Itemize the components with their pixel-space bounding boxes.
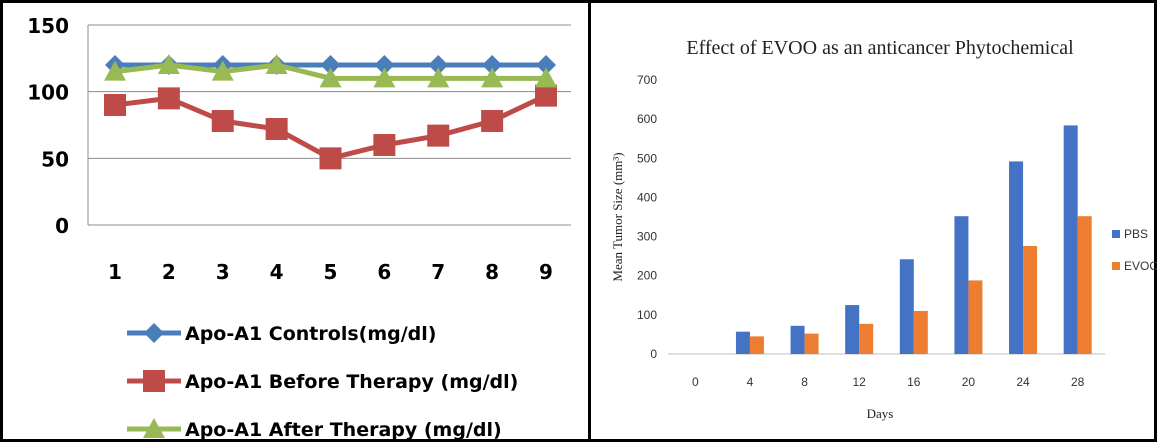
data-point	[211, 60, 234, 81]
data-point	[211, 110, 234, 132]
apo-a1-line-chart-panel: 0 50 100 150 1 2 3 4 5 6 7 8 9 Apo-A1 Controls(mg/dl)…	[0, 0, 588, 442]
legend-label: Apo-A1 After Therapy (mg/dl)	[185, 419, 502, 441]
data-point	[265, 118, 288, 140]
bar	[790, 325, 805, 354]
y-tick-label: 300	[637, 230, 657, 244]
data-point	[320, 55, 341, 75]
y-tick-label: 200	[637, 269, 657, 283]
data-point	[482, 55, 503, 75]
y-tick-label: 0	[650, 347, 657, 361]
legend-label: PBS	[1124, 227, 1148, 241]
data-point	[427, 124, 450, 147]
x-axis-title: Days	[867, 406, 894, 421]
data-point	[535, 84, 557, 107]
bar	[859, 323, 874, 354]
x-tick-label: 12	[853, 375, 867, 389]
x-tick-label: 4	[270, 260, 284, 284]
x-tick-label: 20	[962, 375, 976, 389]
x-tick-label: 7	[431, 260, 445, 284]
legend-label: Apo-A1 Controls(mg/dl)	[185, 323, 436, 345]
data-point	[481, 110, 504, 132]
bar	[968, 280, 983, 354]
x-tick-label: 0	[692, 375, 699, 389]
data-point	[427, 67, 450, 88]
x-tick-label: 9	[539, 260, 553, 284]
x-tick-label: 1	[108, 260, 122, 284]
data-point	[373, 134, 396, 156]
data-point	[319, 147, 342, 170]
bar	[913, 310, 928, 354]
bar	[1023, 245, 1038, 354]
data-point	[319, 67, 342, 88]
y-tick-label: 100	[637, 308, 657, 322]
data-point	[157, 87, 180, 110]
y-tick-label: 600	[637, 112, 657, 126]
bar	[735, 331, 750, 354]
legend-swatch	[1112, 230, 1120, 238]
data-point	[157, 54, 180, 74]
x-tick-label: 28	[1071, 375, 1085, 389]
bar	[804, 333, 819, 354]
y-tick-label: 50	[41, 147, 69, 171]
legend-swatch	[1112, 262, 1120, 270]
bar	[899, 259, 914, 354]
y-axis-title: Mean Tumor Size (mm³)	[610, 152, 625, 281]
data-point	[374, 55, 395, 75]
x-tick-label: 2	[162, 260, 176, 284]
legend-label: Apo-A1 Before Therapy (mg/dl)	[185, 371, 518, 393]
legend-swatch-marker	[143, 370, 165, 392]
data-point	[373, 67, 396, 88]
data-point	[265, 54, 288, 74]
evoo-bar-chart: Effect of EVOO as an anticancer Phytoche…	[610, 37, 1157, 421]
y-tick-label: 400	[637, 190, 657, 204]
chart-title: Effect of EVOO as an anticancer Phytoche…	[686, 37, 1074, 59]
x-tick-label: 4	[747, 375, 754, 389]
bar	[1077, 216, 1092, 354]
x-tick-label: 6	[377, 260, 391, 284]
y-tick-label: 0	[55, 214, 69, 238]
x-tick-label: 24	[1016, 375, 1030, 389]
bar	[749, 336, 764, 354]
y-tick-label: 100	[27, 81, 69, 105]
y-tick-label: 700	[637, 73, 657, 87]
data-point	[104, 60, 126, 81]
data-point	[481, 67, 504, 88]
bar	[845, 305, 860, 354]
legend-label: EVOO	[1124, 259, 1157, 273]
x-tick-label: 8	[801, 375, 808, 389]
evoo-bar-chart-panel: Effect of EVOO as an anticancer Phytoche…	[588, 0, 1157, 442]
x-tick-label: 8	[485, 260, 499, 284]
bar	[1063, 125, 1078, 354]
data-point	[535, 67, 557, 88]
bar	[1009, 161, 1024, 354]
apo-a1-line-chart: 0 50 100 150 1 2 3 4 5 6 7 8 9 Apo-A1 Controls(mg/dl)…	[27, 14, 571, 441]
x-tick-label: 5	[324, 260, 338, 284]
x-tick-label: 3	[216, 260, 230, 284]
data-point	[536, 55, 556, 75]
bar	[954, 216, 969, 354]
data-point	[104, 94, 126, 116]
y-tick-label: 150	[27, 14, 69, 38]
y-tick-label: 500	[637, 151, 657, 165]
legend-swatch-marker	[143, 418, 165, 438]
legend-swatch-marker	[144, 323, 164, 343]
data-point	[428, 55, 449, 75]
x-tick-label: 16	[907, 375, 921, 389]
